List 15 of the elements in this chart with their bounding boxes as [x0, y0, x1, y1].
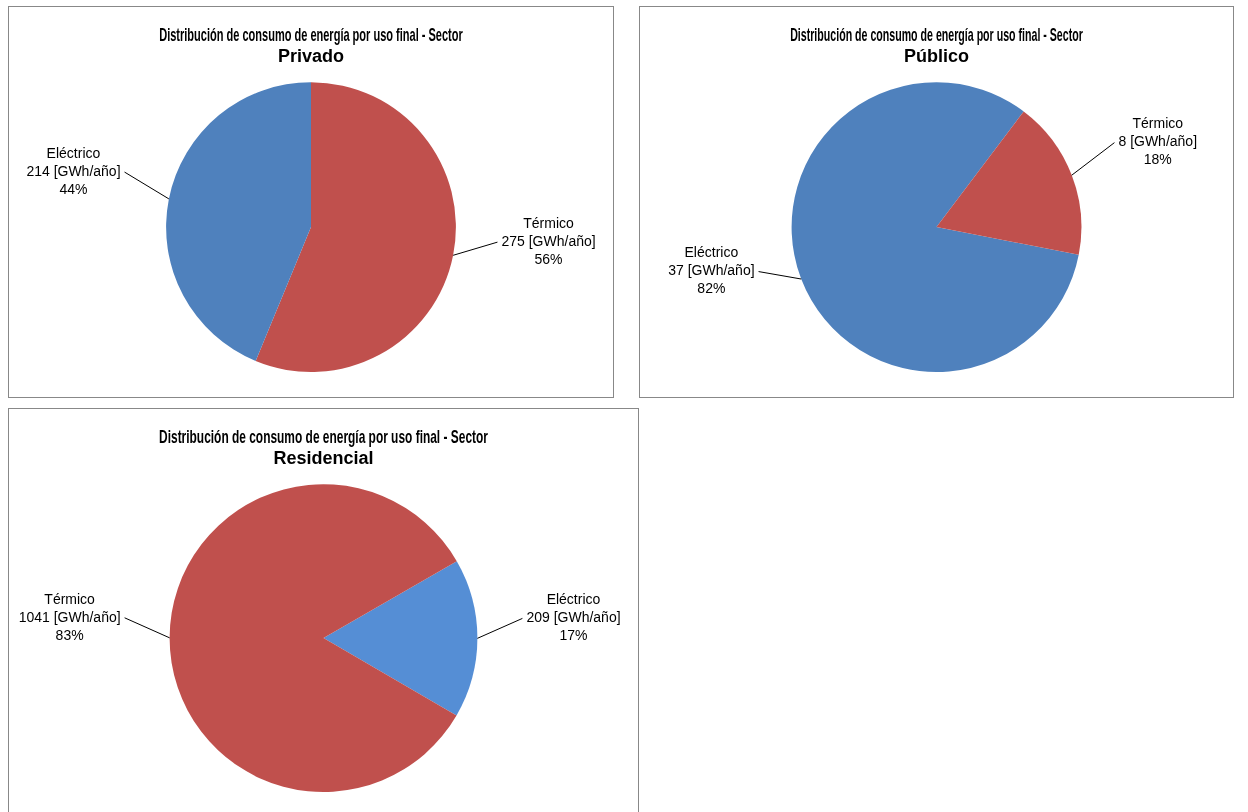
data-label: 37 [GWh/año] 82% [668, 262, 755, 297]
chart-title: Distribución de consumo de energía por uso final - Sector Privado [159, 23, 463, 67]
slice-label: Térmico [44, 590, 96, 607]
chart-title: Distribución de consumo de energía por uso final - Sector Público [790, 24, 1084, 67]
data-label: 209 [GWh/año] 17% [526, 609, 621, 644]
slice-label: Eléctrico [684, 244, 739, 261]
data-label: 8 [GWh/año] 18% [1118, 133, 1198, 168]
slice-label: Eléctrico [46, 144, 101, 161]
chart-title: Distribución de consumo de energía por uso final - Sector Residencial [159, 426, 488, 469]
slice-label: Eléctrico [546, 591, 601, 608]
data-label: 214 [GWh/año] 44% [26, 162, 121, 197]
slice-label: Térmico [523, 214, 575, 231]
data-label: 1041 [GWh/año] 83% [18, 608, 121, 643]
slice-label: Térmico [1132, 115, 1184, 132]
data-label: 275 [GWh/año] 56% [501, 232, 596, 267]
